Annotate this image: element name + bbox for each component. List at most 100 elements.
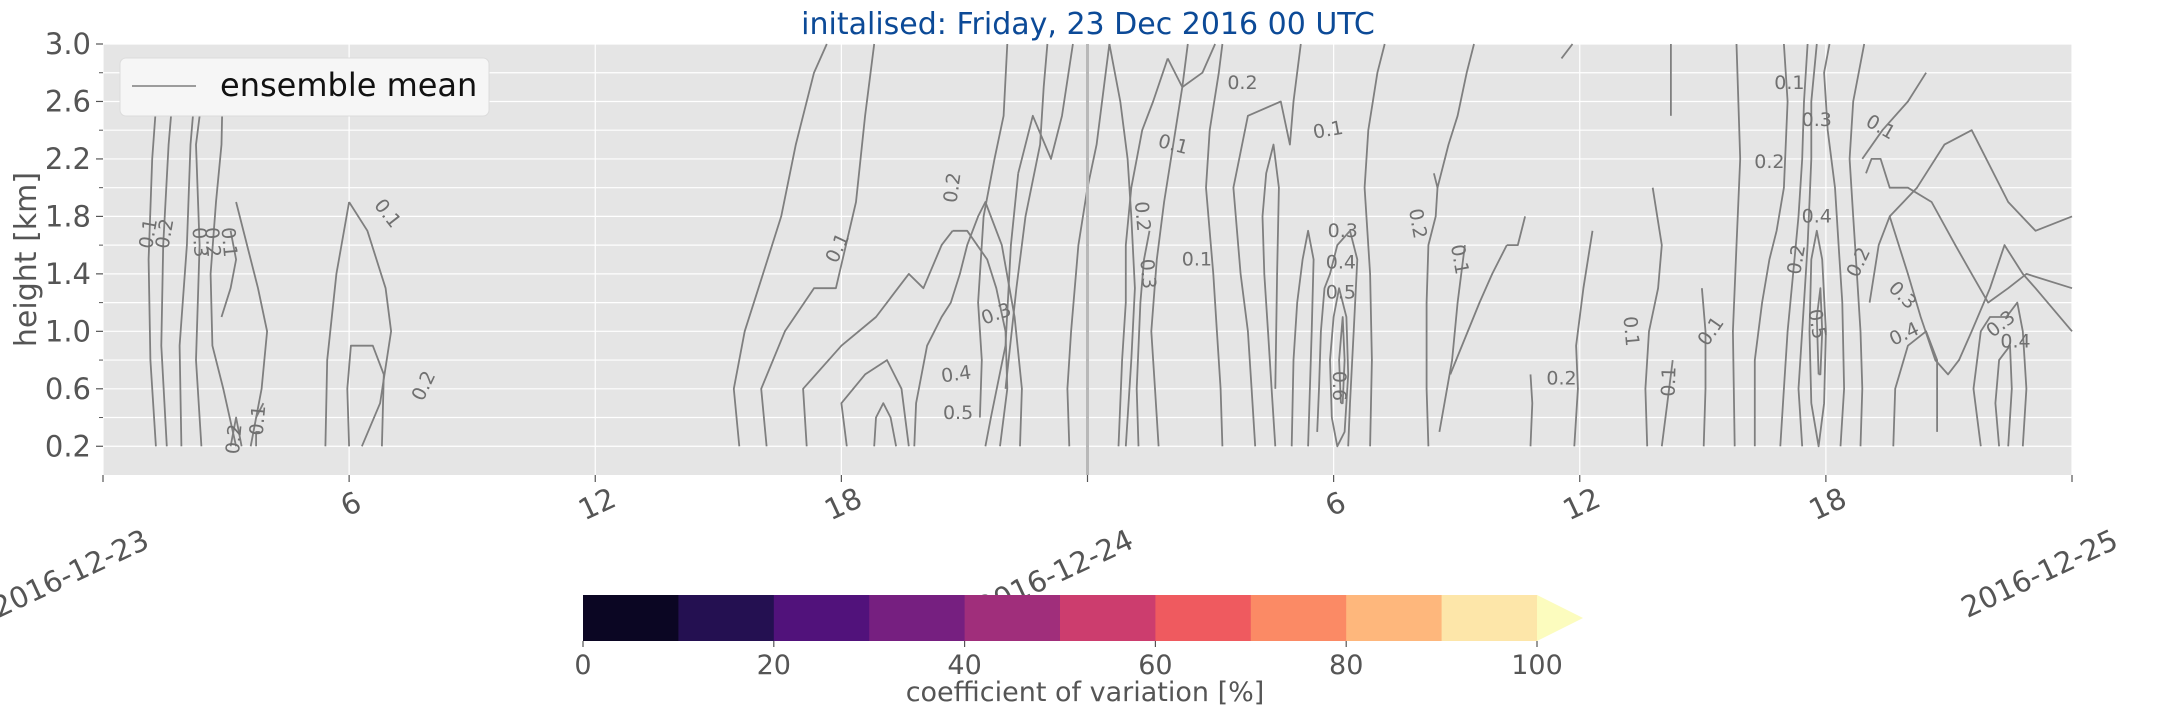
contour-label: 0.2 [1783,243,1810,277]
contour-label: 0.1 [246,404,271,436]
x-tick-label: 6 [1320,485,1351,524]
contour-line [229,416,243,447]
colorbar: 0 20 40 60 80 100 [574,595,1583,681]
colorbar-tick-label: 40 [947,650,981,681]
contour-line [1117,58,1169,447]
contour-label: 0.3 [1802,109,1832,131]
contour-line [1438,244,1466,433]
y-tick-label: 1.4 [45,257,91,291]
contour-label: 0.2 [200,226,225,258]
contour-line [1329,287,1350,448]
contour-label: 0.1 [1446,243,1473,277]
contour-label: 0.1 [1619,315,1644,347]
contour-line [873,402,897,447]
contour-line [760,43,876,447]
contour-line [1732,43,1742,447]
contour-line [1808,229,1827,448]
y-tick-label: 0.2 [45,429,91,463]
contour-line [1779,43,1809,447]
contour-line [1573,230,1594,447]
y-tick-label: 0.6 [45,372,91,406]
colorbar-bin [1441,595,1538,641]
contour-line [1135,230,1151,447]
contour-line [1865,158,2073,304]
colorbar-label: coefficient of variation [%] [906,677,1265,708]
contour-line [1994,344,2013,447]
contour-line [255,431,260,447]
contour-line [235,201,268,447]
contour-line [802,230,954,447]
contour-line [1338,316,1346,405]
contour-line [1363,43,1386,447]
contour-line [1889,129,2073,232]
contour-line [1108,43,1136,447]
contour-line [147,58,161,447]
contour-line [346,344,385,447]
contour-label: 0.1 [1658,366,1681,397]
x-tick-label: 6 [335,485,366,524]
contour-label: 0.5 [943,402,973,424]
contour-line [1660,359,1674,447]
colorbar-bin [583,595,679,641]
colorbar-bin [1060,595,1156,641]
colorbar-extend-arrow [1537,595,1583,641]
colorbar-bin [1346,595,1443,641]
contour-line [209,58,237,447]
contour-label: 0.1 [135,217,162,251]
contour-label: 0.2 [1227,72,1257,94]
contour-line [1529,374,1534,447]
contour-line [1506,216,1526,246]
contour-line [1823,43,1845,447]
contour-line [977,43,1009,418]
contour-line [220,230,237,318]
y-tick-label: 2.2 [45,142,91,176]
contour-line [1205,43,1224,447]
legend-entry-ensemble-mean: ensemble mean [220,66,477,104]
x-tick-label: 12 [1558,481,1606,527]
contour-label: 0.1 [217,226,242,258]
contour-line [1972,301,2028,447]
x-tick-label: 2016-12-25 [1956,523,2123,625]
y-tick-label: 1.0 [45,314,91,348]
contour-label: 0.1 [1311,117,1345,144]
contour-line [1797,43,1818,447]
contour-label: 0.2 [222,423,247,455]
contour-label: 0.4 [940,361,973,387]
contour-line [1449,244,1508,375]
contour-label: 0.4 [1802,205,1832,227]
contour-line [1892,330,1938,447]
contour-line [913,201,1023,447]
contour-line [1701,288,1707,447]
contour-label: 0.5 [1326,282,1356,304]
colorbar-bin [964,595,1061,641]
contour-line [1150,43,1189,447]
contour-label: 0.1 [1182,249,1212,271]
contour-line [1261,143,1280,447]
contour-line [952,229,1009,447]
contour-line [348,201,392,447]
y-axis-label: height [km] [9,172,44,347]
contour-label: 0.3 [1135,258,1160,290]
y-tick-label: 1.8 [45,199,91,233]
contour-line [1753,43,1789,447]
x-tick-label: 18 [819,481,867,527]
contour-line [1560,43,1574,59]
legend-box [119,57,490,117]
contour-label: 0.5 [1803,307,1830,341]
contour-line [1861,72,1927,160]
contour-line [1815,287,1824,376]
y-tick-label: 2.6 [45,84,91,118]
x-tick-label: 18 [1804,481,1852,527]
legend[interactable]: ensemble mean [119,57,490,117]
contour-label: 0.4 [2000,330,2030,352]
contour-line [1644,187,1663,447]
contour-line [1017,43,1074,174]
x-tick-label: 12 [573,481,621,527]
contour-label: 0.4 [1326,251,1356,273]
contour-label: 0.1 [1774,72,1804,94]
contour-line [1316,229,1359,447]
contour-line [1290,229,1315,447]
contour-line [984,173,1020,447]
contour-label: 0.2 [1754,151,1784,173]
contour-label: 0.3 [187,226,212,258]
